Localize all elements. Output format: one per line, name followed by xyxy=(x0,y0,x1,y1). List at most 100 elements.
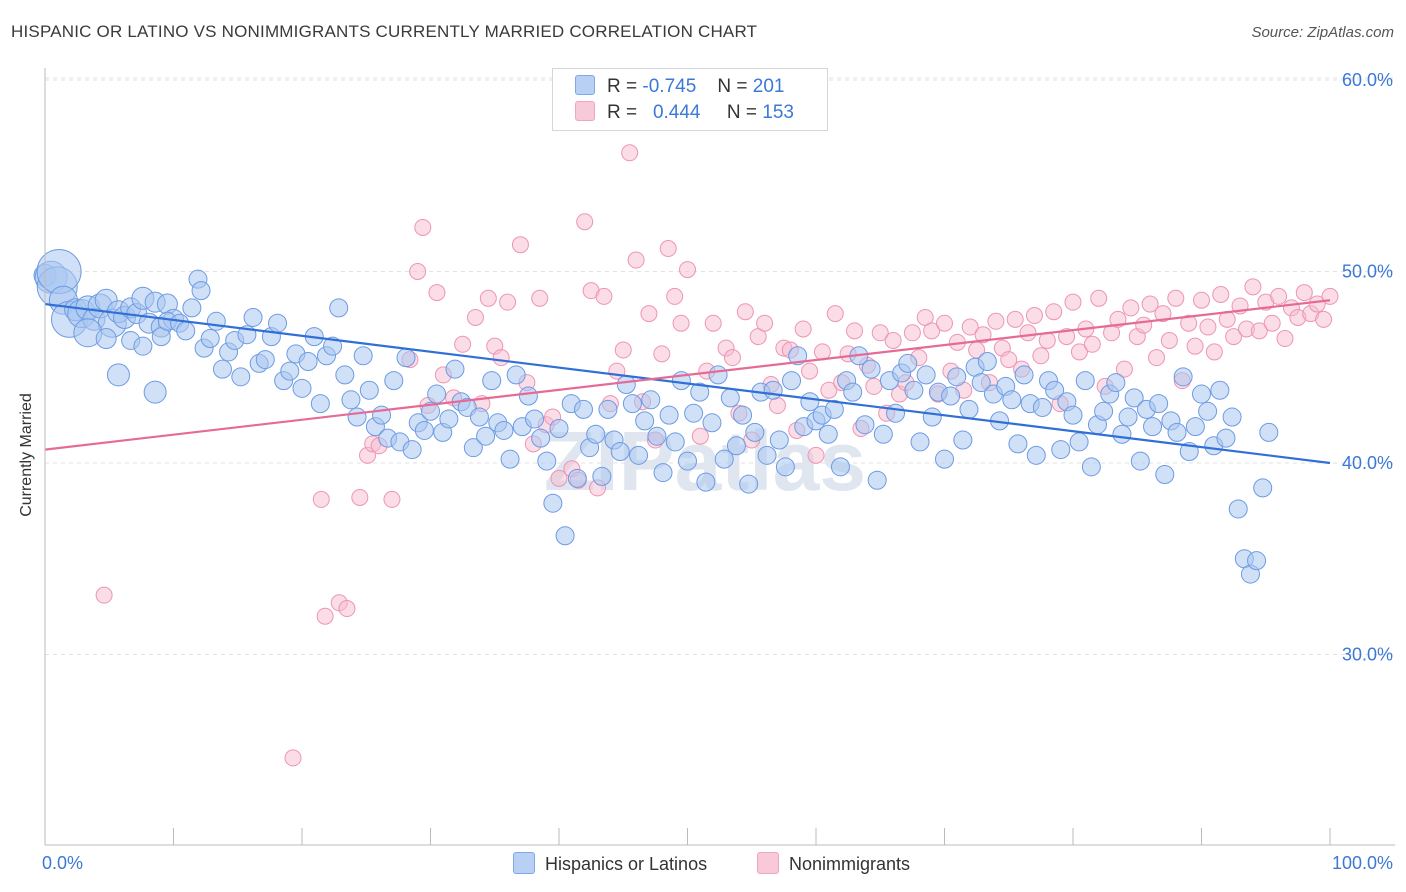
data-point-hispanics xyxy=(867,470,887,490)
data-point-hispanics xyxy=(629,445,649,465)
data-point-nonimmigrants xyxy=(621,144,639,162)
data-point-nonimmigrants xyxy=(466,308,484,326)
data-point-nonimmigrants xyxy=(351,488,369,506)
data-point-nonimmigrants xyxy=(768,397,786,415)
data-point-hispanics xyxy=(953,430,973,450)
data-point-hispanics xyxy=(1112,424,1132,444)
data-point-hispanics xyxy=(427,384,447,404)
data-point-hispanics xyxy=(739,474,759,494)
data-point-hispanics xyxy=(537,451,557,471)
data-point-nonimmigrants xyxy=(1270,287,1288,305)
data-point-nonimmigrants xyxy=(679,261,696,279)
data-point-hispanics xyxy=(402,440,422,460)
data-point-hispanics xyxy=(1192,384,1211,404)
data-point-hispanics xyxy=(690,382,710,402)
data-point-hispanics xyxy=(592,466,612,486)
legend-row-hispanics: R = -0.745 N = 201 xyxy=(575,75,784,101)
data-point-hispanics xyxy=(843,382,863,402)
n-label: N = xyxy=(717,76,748,97)
bottom-legend-hispanics: Hispanics or Latinos xyxy=(513,852,707,875)
data-point-hispanics xyxy=(191,281,211,301)
data-point-nonimmigrants xyxy=(903,324,921,342)
data-point-hispanics xyxy=(543,493,563,513)
data-point-nonimmigrants xyxy=(1135,316,1153,334)
data-point-nonimmigrants xyxy=(492,349,510,367)
data-point-hispanics xyxy=(1075,371,1095,391)
data-point-nonimmigrants xyxy=(1090,289,1108,307)
data-point-hispanics xyxy=(861,359,881,379)
data-point-nonimmigrants xyxy=(1032,347,1050,365)
data-point-nonimmigrants xyxy=(1276,330,1294,348)
data-point-hispanics xyxy=(941,386,961,406)
data-point-nonimmigrants xyxy=(284,749,302,767)
data-point-hispanics xyxy=(525,409,545,429)
chart-title: HISPANIC OR LATINO VS NONIMMIGRANTS CURR… xyxy=(11,22,758,41)
y-tick-label: 40.0% xyxy=(1342,453,1393,473)
data-point-nonimmigrants xyxy=(1244,278,1262,296)
data-point-hispanics xyxy=(335,365,355,385)
data-point-nonimmigrants xyxy=(865,377,883,395)
data-point-hispanics xyxy=(708,365,728,385)
data-point-hispanics xyxy=(133,336,153,356)
data-point-hispanics xyxy=(95,328,117,350)
legend-label: Hispanics or Latinos xyxy=(545,854,708,874)
data-point-nonimmigrants xyxy=(1167,289,1185,307)
data-point-nonimmigrants xyxy=(595,287,613,305)
data-point-hispanics xyxy=(757,445,777,465)
data-point-hispanics xyxy=(665,432,685,452)
data-point-nonimmigrants xyxy=(1006,310,1024,328)
data-point-nonimmigrants xyxy=(794,320,812,338)
data-point-nonimmigrants xyxy=(338,600,356,618)
data-point-hispanics xyxy=(106,363,130,387)
data-point-nonimmigrants xyxy=(1225,328,1243,346)
data-point-hispanics xyxy=(659,405,679,425)
hispanics-points xyxy=(33,249,1279,584)
data-point-nonimmigrants xyxy=(1308,295,1326,313)
data-point-nonimmigrants xyxy=(1263,314,1281,332)
data-point-nonimmigrants xyxy=(807,446,825,464)
data-point-hispanics xyxy=(977,352,997,372)
r-label: R = xyxy=(607,102,638,123)
data-point-nonimmigrants xyxy=(428,284,446,302)
data-point-hispanics xyxy=(647,426,667,446)
data-point-nonimmigrants xyxy=(691,427,709,445)
data-point-hispanics xyxy=(1155,464,1175,484)
data-point-hispanics xyxy=(555,526,575,546)
legend-label: Nonimmigrants xyxy=(789,854,911,874)
data-point-nonimmigrants xyxy=(576,213,594,231)
data-point-hispanics xyxy=(1167,422,1187,442)
trend-lines xyxy=(44,299,1331,465)
data-point-hispanics xyxy=(1173,367,1193,387)
data-point-hispanics xyxy=(1185,417,1205,437)
data-point-nonimmigrants xyxy=(383,490,401,508)
data-point-hispanics xyxy=(323,336,343,356)
data-point-hispanics xyxy=(1008,434,1028,454)
data-point-hispanics xyxy=(610,442,630,462)
data-point-hispanics xyxy=(310,394,330,414)
data-point-nonimmigrants xyxy=(936,314,953,332)
data-point-hispanics xyxy=(684,403,704,423)
data-point-hispanics xyxy=(384,371,404,391)
data-point-nonimmigrants xyxy=(1205,343,1223,361)
data-point-hispanics xyxy=(549,419,569,439)
data-point-nonimmigrants xyxy=(409,263,427,280)
y-axis-label: Currently Married xyxy=(18,393,35,517)
data-point-nonimmigrants xyxy=(531,289,549,307)
data-point-nonimmigrants xyxy=(672,314,690,332)
data-point-hispanics xyxy=(916,365,936,385)
data-point-nonimmigrants xyxy=(723,349,741,367)
data-point-nonimmigrants xyxy=(826,305,844,323)
data-point-nonimmigrants xyxy=(1000,351,1018,369)
data-point-hispanics xyxy=(445,359,465,379)
data-point-hispanics xyxy=(622,394,642,414)
data-point-hispanics xyxy=(469,407,489,427)
data-point-nonimmigrants xyxy=(640,305,658,323)
data-point-hispanics xyxy=(1094,401,1114,421)
data-point-hispanics xyxy=(1149,394,1169,414)
data-point-hispanics xyxy=(243,307,263,327)
data-point-hispanics xyxy=(971,373,991,393)
data-point-hispanics xyxy=(414,420,434,440)
data-point-hispanics xyxy=(678,451,697,471)
data-point-hispanics xyxy=(1118,407,1138,427)
data-point-hispanics xyxy=(1032,397,1052,417)
